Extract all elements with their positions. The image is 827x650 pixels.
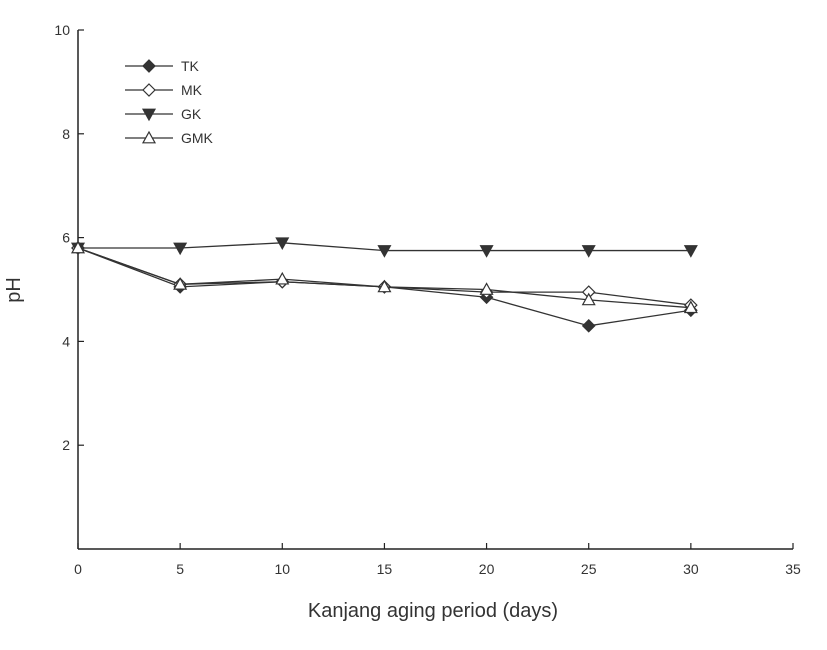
data-point-gmk — [377, 279, 392, 293]
data-point-tk — [581, 318, 596, 333]
legend-marker — [142, 83, 156, 97]
chart-legend: TK MK GK GMK — [125, 58, 214, 146]
legend-marker — [141, 108, 157, 122]
data-point-gmk — [581, 292, 596, 306]
data-point-gmk — [275, 271, 290, 285]
legend-item-mk: MK — [125, 82, 203, 98]
x-axis-title: Kanjang aging period (days) — [308, 600, 558, 622]
data-point-gmk — [479, 282, 494, 295]
legend-marker — [141, 130, 157, 144]
data-point-gk — [173, 242, 188, 256]
legend-item-gk: GK — [125, 106, 202, 122]
y-tick-label: 10 — [54, 22, 70, 38]
chart-ticks: 0 5 10 15 20 25 30 35 2 4 6 8 10 — [54, 22, 801, 577]
data-point-gk — [479, 245, 494, 258]
x-tick-label: 20 — [479, 561, 495, 577]
data-point-gmk — [70, 240, 86, 254]
legend-label: GMK — [181, 130, 214, 146]
y-tick-label: 8 — [62, 126, 70, 142]
data-point-gk — [275, 237, 290, 251]
x-tick-label: 35 — [785, 561, 801, 577]
data-point-gmk — [173, 277, 188, 290]
legend-marker — [142, 59, 156, 73]
y-tick-label: 6 — [62, 230, 70, 246]
chart-axes — [77, 30, 793, 550]
x-tick-label: 30 — [683, 561, 699, 577]
data-point-gk — [377, 245, 392, 258]
series-gk — [70, 237, 698, 258]
legend-label: GK — [181, 106, 202, 122]
legend-item-tk: TK — [125, 58, 200, 74]
x-tick-label: 25 — [581, 561, 597, 577]
x-tick-label: 5 — [176, 561, 184, 577]
x-tick-label: 10 — [274, 561, 290, 577]
y-tick-label: 4 — [62, 333, 70, 349]
x-tick-label: 15 — [377, 561, 393, 577]
x-tick-label: 0 — [74, 561, 82, 577]
y-tick-label: 2 — [62, 437, 70, 453]
data-point-gk — [683, 245, 698, 258]
legend-label: MK — [181, 82, 203, 98]
legend-item-gmk: GMK — [125, 130, 214, 146]
series-gmk — [70, 240, 698, 314]
data-point-gk — [581, 245, 596, 258]
chart-series — [70, 237, 698, 333]
legend-label: TK — [181, 58, 200, 74]
data-point-gmk — [683, 300, 698, 314]
y-axis-title: pH — [3, 277, 25, 303]
